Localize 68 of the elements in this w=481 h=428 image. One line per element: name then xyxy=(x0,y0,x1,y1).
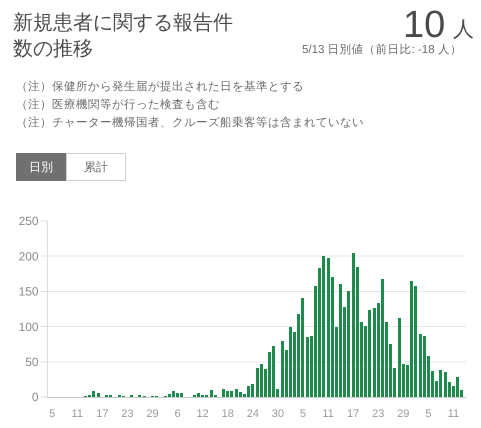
bar xyxy=(289,327,292,397)
y-tick-label: 100 xyxy=(18,320,39,334)
bar xyxy=(168,394,171,397)
bar xyxy=(306,337,309,397)
x-tick-label: 11 xyxy=(322,408,334,420)
bar xyxy=(339,284,342,397)
bar xyxy=(419,334,422,397)
bar xyxy=(381,279,384,397)
x-tick-label: 23 xyxy=(121,408,134,420)
bar xyxy=(444,372,447,397)
x-tick-label: 5 xyxy=(300,408,306,420)
bar xyxy=(226,391,229,397)
bar xyxy=(92,391,95,397)
bar xyxy=(368,310,371,397)
chart-title: 新規患者に関する報告件数の推移 xyxy=(13,12,233,60)
x-tick-label: 18 xyxy=(222,408,234,420)
x-tick-label: 11 xyxy=(72,408,83,420)
y-tick-label: 250 xyxy=(18,214,39,228)
x-tick-label: 12 xyxy=(196,408,209,420)
x-tick-label: 5 xyxy=(425,408,432,420)
x-tick-label: 5 xyxy=(49,408,56,420)
bar xyxy=(235,389,238,397)
bar xyxy=(239,392,242,397)
bar xyxy=(172,391,175,397)
bar xyxy=(347,291,350,397)
text: 人 xyxy=(453,18,474,41)
x-tick-label: 30 xyxy=(272,408,284,420)
text: （注）チャーター機帰国者、クルーズ船乗客等は含まれていない xyxy=(16,115,364,129)
text: 累計 xyxy=(84,160,108,174)
bar xyxy=(97,393,100,397)
x-tick-label: 24 xyxy=(246,408,259,420)
bar xyxy=(210,390,213,397)
bar xyxy=(410,281,413,397)
bar xyxy=(423,336,426,397)
bar xyxy=(281,341,284,397)
x-tick-label: 11 xyxy=(448,408,460,420)
bar xyxy=(439,370,442,397)
bar xyxy=(256,368,259,397)
y-tick-label: 200 xyxy=(18,249,39,264)
bar xyxy=(272,346,275,397)
bar xyxy=(222,389,225,397)
bar xyxy=(197,393,200,397)
x-tick-label: 17 xyxy=(96,408,108,420)
y-tick-label: 150 xyxy=(18,284,39,299)
bar xyxy=(230,391,233,397)
bar xyxy=(301,298,304,397)
y-tick-label: 50 xyxy=(25,355,39,369)
x-tick-label: 29 xyxy=(397,408,410,420)
x-tick-label: 23 xyxy=(372,408,384,420)
bar xyxy=(352,253,355,397)
text: 10 xyxy=(403,4,446,46)
text: 5/13 日別値（前日比: -18 人） xyxy=(302,43,462,56)
bar xyxy=(260,364,263,397)
bar xyxy=(327,258,330,397)
bar xyxy=(322,256,325,397)
bar xyxy=(251,384,254,397)
bar xyxy=(180,393,183,397)
x-tick-label: 29 xyxy=(146,408,159,420)
text: 日別 xyxy=(29,160,53,174)
text: （注）医療機関等が行った検査も含む xyxy=(16,97,220,111)
bar xyxy=(398,318,401,397)
x-tick-label: 17 xyxy=(347,408,360,420)
bar xyxy=(247,386,250,397)
bar xyxy=(456,377,459,397)
y-tick-label: 0 xyxy=(32,390,39,404)
text: （注）保健所から発生届が提出された日を基準とする xyxy=(16,79,304,93)
x-tick-label: 6 xyxy=(174,408,181,420)
bar xyxy=(176,393,179,397)
